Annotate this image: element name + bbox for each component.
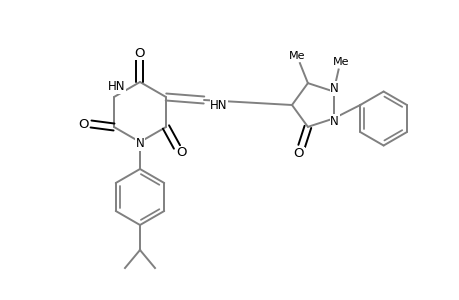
- Text: N: N: [135, 137, 144, 150]
- Text: O: O: [293, 147, 303, 161]
- Text: N: N: [330, 115, 338, 128]
- Text: O: O: [176, 146, 187, 160]
- Text: HN: HN: [108, 80, 125, 93]
- Text: Me: Me: [288, 51, 304, 61]
- Text: O: O: [78, 118, 88, 130]
- Text: Me: Me: [333, 58, 349, 68]
- Text: HN: HN: [210, 98, 227, 112]
- Text: N: N: [330, 82, 338, 95]
- Text: O: O: [134, 46, 145, 59]
